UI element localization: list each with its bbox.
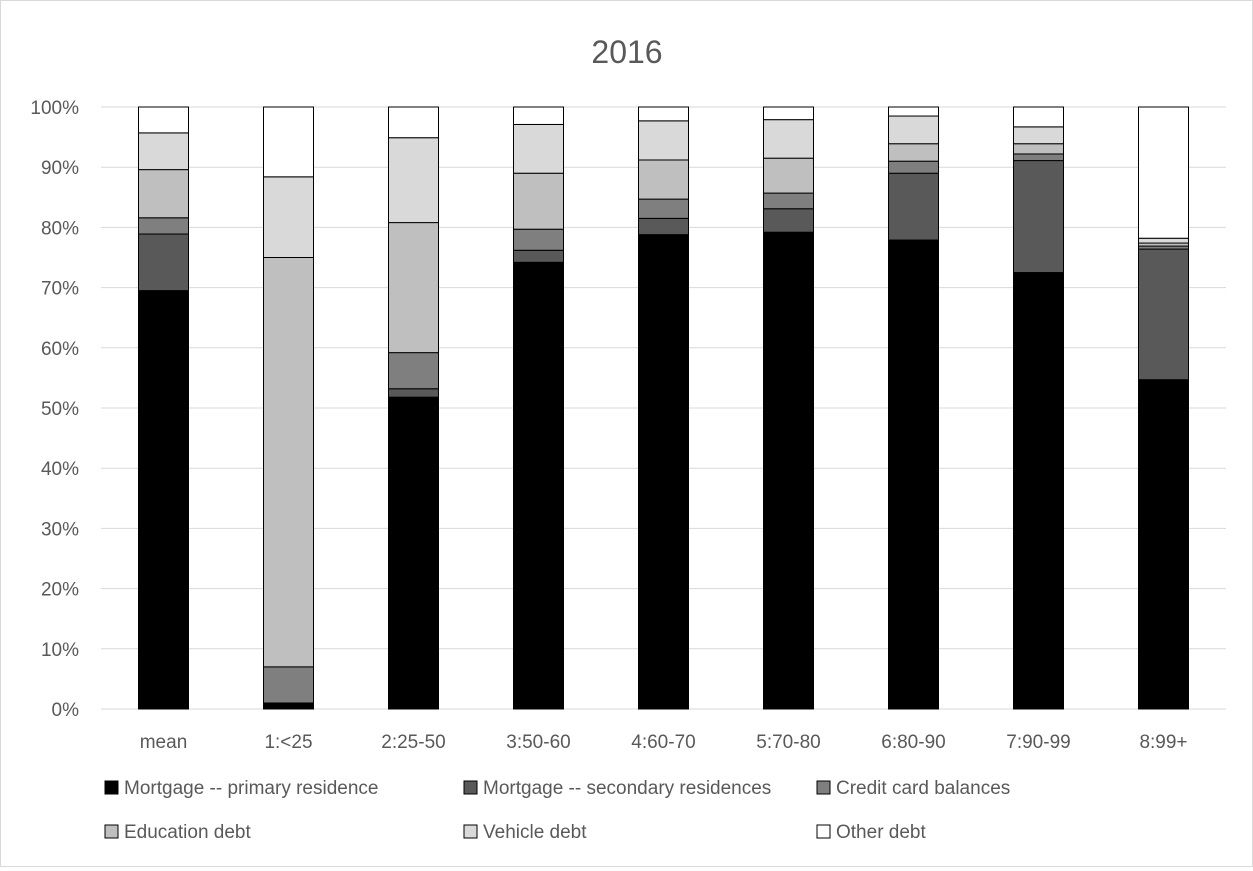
bar-segment — [1138, 237, 1189, 244]
x-tick-label: 7:90-99 — [1006, 732, 1070, 753]
bar-segment — [638, 198, 689, 219]
bar-segment — [1013, 143, 1064, 155]
legend-label: Vehicle debt — [483, 822, 587, 843]
bar-segment — [888, 143, 939, 162]
bar-segment — [138, 169, 189, 219]
bars — [138, 106, 1189, 710]
legend-label: Mortgage -- secondary residences — [483, 778, 771, 799]
bar-segment — [513, 228, 564, 251]
bar-segment — [638, 159, 689, 200]
bar-segment — [138, 132, 189, 171]
bar-segment — [263, 702, 314, 710]
bar-segment — [1013, 106, 1064, 128]
x-tick-label: mean — [140, 732, 188, 753]
bar-segment — [263, 106, 314, 178]
y-tick-label: 40% — [41, 459, 79, 480]
bar-segment — [638, 120, 689, 161]
bar-segment — [888, 106, 939, 117]
legend-swatch — [463, 780, 478, 795]
bar-segment — [388, 396, 439, 710]
legend-swatch — [463, 824, 478, 839]
bar-segment — [138, 233, 189, 292]
bar-segment — [388, 222, 439, 354]
bar-segment — [638, 234, 689, 710]
bar-segment — [888, 172, 939, 241]
legend-swatch — [816, 824, 831, 839]
bar-segment — [513, 249, 564, 263]
y-tick-label: 60% — [41, 339, 79, 360]
y-tick-label: 90% — [41, 158, 79, 179]
bar-segment — [763, 157, 814, 194]
x-tick-label: 1:<25 — [264, 732, 312, 753]
bar-segment — [513, 261, 564, 710]
bar-segment — [263, 666, 314, 704]
x-tick-label: 8:99+ — [1139, 732, 1187, 753]
bar-segment — [763, 192, 814, 210]
bar-segment — [138, 217, 189, 235]
bar-segment — [638, 217, 689, 236]
bar-segment — [1138, 379, 1189, 710]
legend-label: Other debt — [836, 822, 926, 843]
bar-segment — [513, 172, 564, 230]
legend-swatch — [816, 780, 831, 795]
y-tick-label: 20% — [41, 580, 79, 601]
bar-segment — [1013, 160, 1064, 274]
legend-swatch — [104, 824, 119, 839]
legend-label: Mortgage -- primary residence — [124, 778, 378, 799]
bar-segment — [638, 106, 689, 122]
bar-segment — [888, 160, 939, 174]
bar-segment — [763, 231, 814, 710]
legend-swatch — [104, 780, 119, 795]
bar-segment — [388, 137, 439, 224]
bar-segment — [763, 119, 814, 159]
x-tick-label: 4:60-70 — [631, 732, 695, 753]
bar-segment — [138, 290, 189, 710]
legend-label: Credit card balances — [836, 778, 1010, 799]
bar-segment — [1013, 126, 1064, 145]
bar-segment — [513, 123, 564, 174]
y-axis-tick-labels: 0% 10% 20% 30% 40% 50% 60% 70% 80% 90% 100% — [30, 98, 79, 721]
legend-label: Education debt — [124, 822, 251, 843]
bar-segment — [263, 257, 314, 668]
y-tick-label: 30% — [41, 519, 79, 540]
bar-segment — [513, 106, 564, 125]
bar-segment — [888, 239, 939, 710]
bar-segment — [763, 208, 814, 233]
bar-segment — [388, 106, 439, 139]
bar-segment — [1138, 248, 1189, 381]
bar-segment — [388, 388, 439, 398]
bar-segment — [138, 106, 189, 134]
bar-segment — [263, 176, 314, 258]
x-tick-label: 3:50-60 — [506, 732, 570, 753]
bar-segment — [1013, 153, 1064, 162]
bar-segment — [388, 352, 439, 390]
y-tick-label: 70% — [41, 279, 79, 300]
bar-segment — [888, 115, 939, 145]
bar-segment — [763, 106, 814, 121]
y-tick-label: 80% — [41, 218, 79, 239]
y-tick-label: 50% — [41, 399, 79, 420]
legend: Mortgage -- primary residence Mortgage --… — [104, 778, 1010, 843]
x-tick-label: 6:80-90 — [881, 732, 945, 753]
chart-title: 2016 — [591, 34, 662, 70]
y-tick-label: 0% — [52, 700, 80, 721]
y-tick-label: 100% — [30, 98, 79, 119]
bar-segment — [1138, 106, 1189, 239]
y-tick-label: 10% — [41, 640, 79, 661]
x-tick-label: 2:25-50 — [381, 732, 445, 753]
x-tick-label: 5:70-80 — [756, 732, 820, 753]
x-axis-tick-labels: mean 1:<25 2:25-50 3:50-60 4:60-70 5:70-80 6:8… — [140, 732, 1188, 753]
bar-segment — [1013, 272, 1064, 710]
